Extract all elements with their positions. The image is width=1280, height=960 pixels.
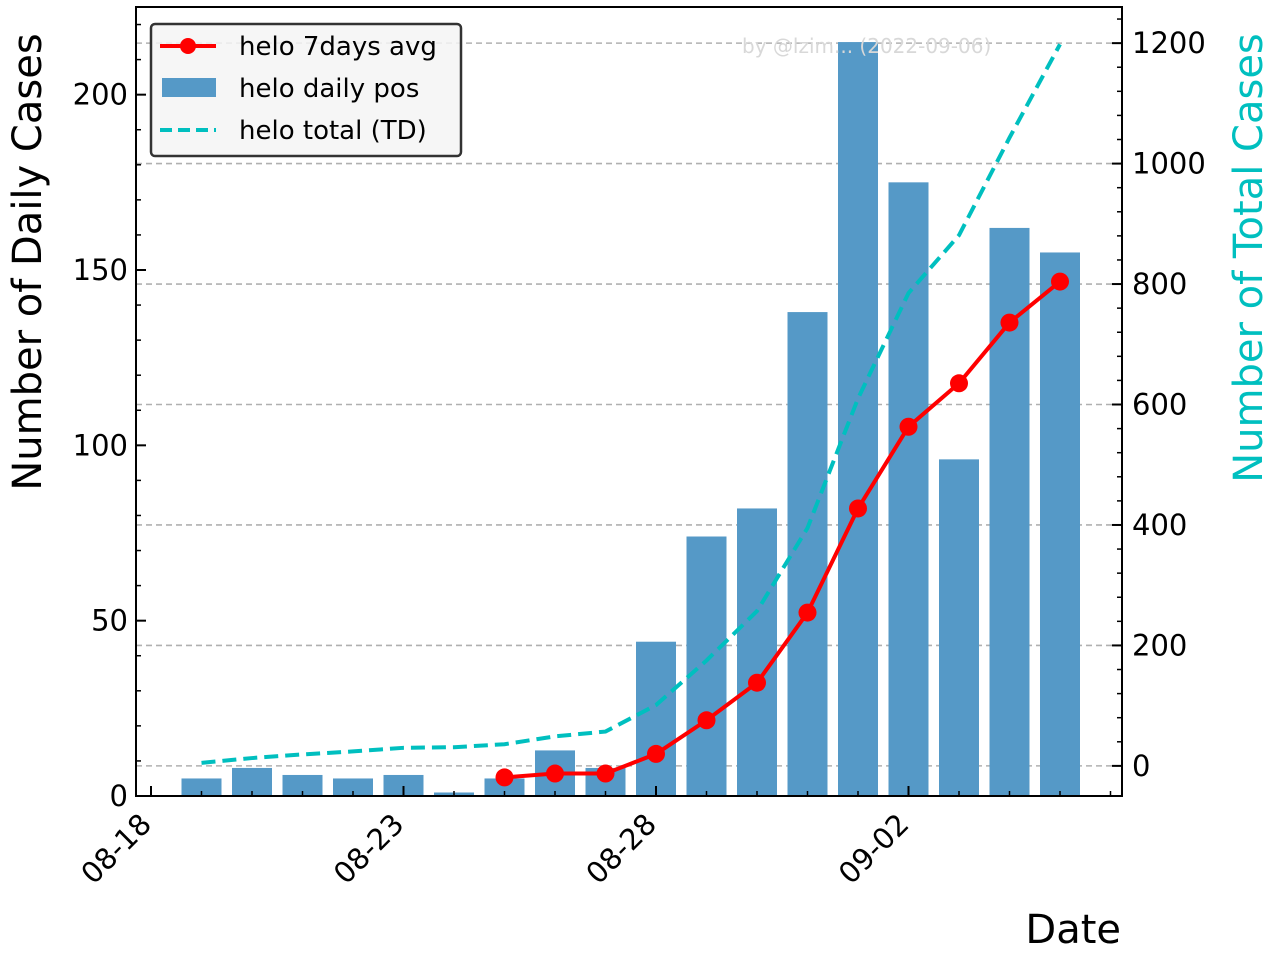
avg-point: [849, 499, 867, 518]
avg-point: [546, 764, 564, 783]
bar: [181, 778, 222, 796]
legend-label-total: helo total (TD): [239, 116, 427, 146]
avg-point: [495, 768, 514, 787]
avg-point: [798, 603, 817, 622]
x-axis: 08-18 08-23 08-28 09-02: [74, 786, 1112, 891]
left-tick-label: 50: [91, 604, 128, 638]
avg-point: [1000, 313, 1019, 332]
x-tick-label: 08-23: [327, 807, 411, 891]
x-tick-label: 08-18: [74, 807, 158, 891]
total-line-group: [201, 43, 1062, 765]
bar: [737, 508, 777, 796]
legend-daily-swatch: [162, 78, 216, 97]
right-tick-label: 200: [1132, 628, 1187, 662]
avg-point: [748, 673, 766, 692]
right-y-axis: 0 200 400 600 800 1000 1200: [1112, 18, 1206, 783]
avg-point: [1051, 272, 1069, 291]
bar: [888, 182, 929, 797]
bar: [939, 459, 979, 796]
y-axis-title-left: Number of Daily Cases: [5, 33, 51, 490]
y-axis-title-right: Number of Total Cases: [1226, 33, 1272, 483]
legend: helo 7days avg helo daily pos helo total…: [149, 22, 463, 158]
bar: [383, 774, 424, 796]
legend-avg-swatch-marker: [180, 38, 196, 54]
legend-box: [149, 22, 463, 158]
avg-point: [647, 744, 665, 763]
plot-frame: [135, 6, 1123, 797]
left-tick-label: 200: [73, 78, 128, 112]
legend-label-daily: helo daily pos: [239, 74, 419, 104]
x-tick-label: 08-28: [579, 807, 663, 891]
avg-point: [697, 711, 716, 730]
right-tick-label: 800: [1132, 267, 1187, 301]
right-tick-label: 600: [1132, 388, 1187, 422]
bar: [636, 641, 676, 796]
x-tick-label: 09-02: [832, 807, 916, 891]
right-tick-label: 400: [1132, 508, 1187, 542]
bar: [1040, 252, 1080, 796]
avg-line-group: [495, 272, 1069, 787]
bar: [333, 778, 373, 796]
right-tick-label: 1200: [1132, 26, 1206, 60]
right-tick-label: 0: [1132, 749, 1150, 783]
bar: [282, 774, 323, 796]
left-tick-label: 0: [110, 779, 128, 813]
legend-label-avg: helo 7days avg: [239, 32, 437, 62]
bar: [484, 778, 525, 796]
bar: [787, 312, 828, 796]
avg-point: [596, 764, 615, 783]
x-axis-title: Date: [1025, 907, 1121, 953]
avg-point: [950, 374, 968, 393]
bar: [686, 536, 727, 796]
left-tick-label: 150: [73, 253, 128, 287]
right-tick-label: 1000: [1132, 147, 1206, 181]
watermark: by @lzim... (2022-09-06): [742, 34, 991, 58]
avg-point: [899, 417, 918, 436]
total-cases-line: [201, 43, 1062, 765]
left-tick-label: 100: [73, 428, 128, 462]
bar: [838, 42, 878, 797]
left-y-axis: 0 50 100 150 200: [73, 23, 146, 813]
